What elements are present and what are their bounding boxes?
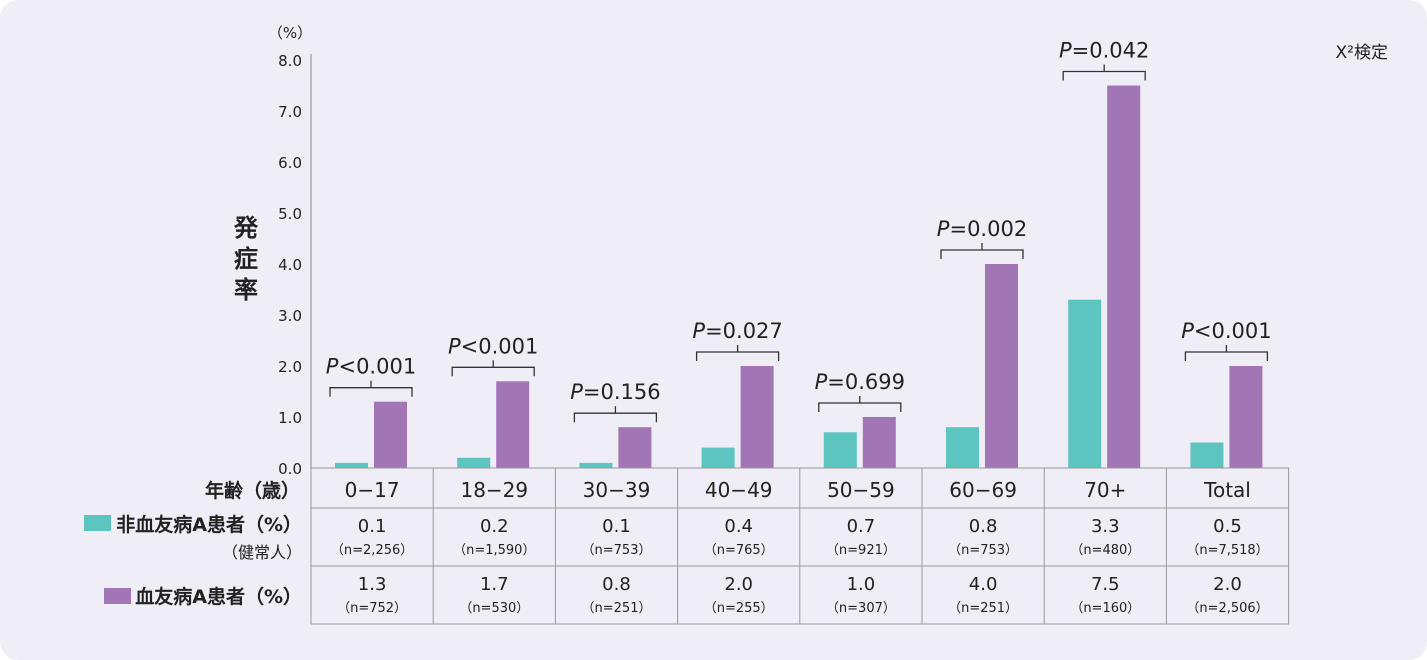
row1-value: 0.1 [602, 516, 631, 537]
row2-value: 2.0 [724, 574, 753, 595]
row2-n: （n=530） [459, 601, 529, 616]
bar-non-hemophilia [457, 457, 491, 468]
row1-n: （n=921） [826, 543, 896, 558]
bar-hemophilia [740, 366, 774, 468]
row2-n: （n=251） [948, 601, 1018, 616]
row2-value: 1.3 [358, 574, 387, 595]
y-axis-unit: （%） [268, 24, 312, 42]
age-group-label: 40−49 [705, 478, 773, 502]
bar-hemophilia [985, 264, 1018, 468]
bar-hemophilia [374, 401, 407, 468]
y-tick-label: 6.0 [278, 154, 302, 172]
p-bracket [573, 412, 658, 423]
row1-value: 0.8 [969, 516, 998, 537]
row2-value: 2.0 [1213, 574, 1242, 595]
row2-value: 7.5 [1091, 574, 1120, 595]
y-tick-label: 5.0 [278, 205, 302, 223]
row1-n: （n=7,518） [1186, 543, 1268, 558]
y-tick-label: 7.0 [278, 103, 302, 121]
bar-non-hemophilia [946, 427, 979, 468]
bar-non-hemophilia [335, 462, 368, 468]
row1-value: 0.2 [480, 516, 509, 537]
bar-hemophilia [862, 417, 896, 468]
row2-value: 1.7 [480, 574, 509, 595]
row2-label: 血友病A患者（%） [135, 585, 302, 608]
y-tick-label: 4.0 [278, 256, 302, 274]
y-tick-label: 2.0 [278, 358, 302, 376]
p-value-label: P=0.699 [815, 370, 905, 394]
p-value-label: P<0.001 [448, 334, 538, 358]
p-value-label: P=0.027 [692, 319, 782, 343]
age-group-label: 60−69 [949, 478, 1017, 502]
p-value-label: P=0.002 [937, 217, 1027, 241]
legend-swatch-teal [84, 515, 111, 531]
row1-n: （n=2,256） [331, 543, 413, 558]
bar-non-hemophilia [1068, 299, 1102, 468]
row1-value: 0.5 [1213, 516, 1242, 537]
y-axis-title: 症 [234, 245, 258, 273]
bar-hemophilia [1107, 85, 1141, 468]
p-bracket [818, 402, 902, 412]
row1-n: （n=1,590） [453, 543, 535, 558]
y-tick-label: 1.0 [278, 409, 302, 427]
p-bracket [695, 351, 780, 361]
row2-n: （n=255） [704, 601, 774, 616]
row2-value: 0.8 [602, 574, 631, 595]
row1-value: 3.3 [1091, 516, 1120, 537]
row2-n: （n=307） [826, 601, 896, 616]
bar-non-hemophilia [1190, 442, 1224, 468]
age-group-label: 0−17 [345, 478, 400, 502]
bar-hemophilia [618, 427, 652, 468]
bar-non-hemophilia [823, 432, 857, 468]
age-group-label: Total [1203, 478, 1251, 502]
row1-n: （n=753） [948, 543, 1018, 558]
row2-value: 1.0 [847, 574, 876, 595]
bar-hemophilia [1229, 366, 1263, 468]
bar-hemophilia [496, 381, 530, 468]
p-bracket [451, 366, 535, 377]
y-tick-label: 0.0 [278, 460, 302, 478]
p-bracket [1062, 70, 1146, 81]
row2-n: （n=2,506） [1186, 601, 1268, 616]
row2-n: （n=160） [1070, 601, 1140, 616]
test-label: X²検定 [1336, 43, 1388, 63]
y-axis-title: 発 [233, 214, 259, 242]
row2-n: （n=752） [337, 601, 407, 616]
p-value-label: P=0.156 [570, 380, 660, 404]
row1-n: （n=765） [704, 543, 774, 558]
y-tick-label: 8.0 [278, 52, 302, 70]
y-tick-label: 3.0 [278, 307, 302, 325]
age-group-label: 30−39 [583, 478, 651, 502]
age-group-label: 50−59 [827, 478, 895, 502]
row2-value: 4.0 [969, 574, 998, 595]
row1-n: （n=753） [582, 543, 652, 558]
row1-n: （n=480） [1070, 543, 1140, 558]
p-bracket [1184, 351, 1269, 361]
row1-label: 非血友病A患者（%） [116, 513, 302, 536]
bar-non-hemophilia [701, 447, 735, 468]
p-value-label: P<0.001 [1181, 319, 1271, 343]
row1-sublabel: （健常人） [222, 543, 302, 562]
y-axis-title: 率 [234, 276, 258, 304]
bar-non-hemophilia [579, 462, 613, 468]
p-bracket [329, 387, 413, 397]
p-value-label: P<0.001 [326, 355, 416, 379]
row1-value: 0.4 [724, 516, 753, 537]
age-group-label: 18−29 [460, 478, 528, 502]
p-bracket [940, 249, 1024, 259]
row1-value: 0.1 [358, 516, 387, 537]
age-header-label: 年齢（歳） [205, 479, 300, 502]
age-group-label: 70+ [1084, 478, 1126, 502]
p-value-label: P=0.042 [1059, 39, 1149, 63]
row1-value: 0.7 [847, 516, 876, 537]
legend-swatch-purple [104, 588, 131, 604]
row2-n: （n=251） [582, 601, 652, 616]
